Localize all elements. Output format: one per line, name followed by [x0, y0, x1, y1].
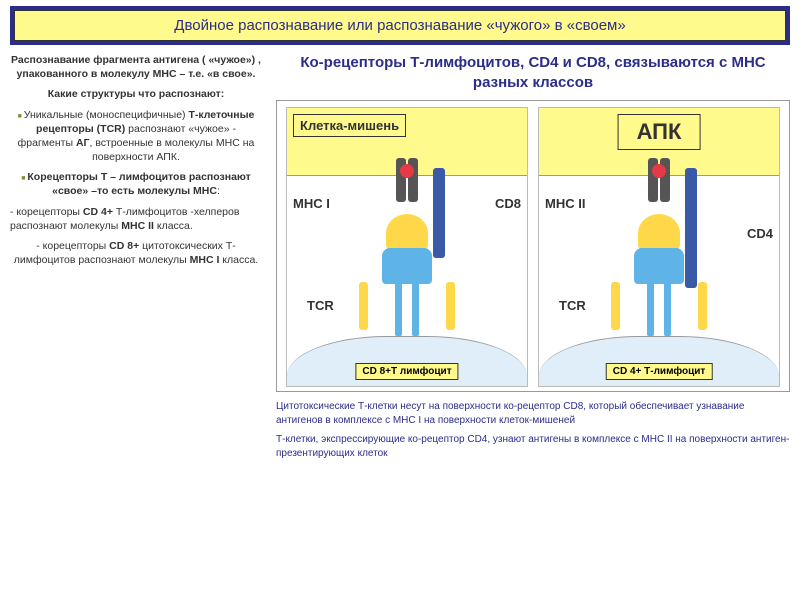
slide-header: Двойное распознавание или распознавание …	[10, 6, 790, 45]
panel-cd4: АПК MHC II CD4 TCR CD 4+ Т-лимфоцит	[538, 107, 780, 387]
tcr-body	[634, 248, 684, 284]
caption-cd8: Цитотоксические Т-клетки несут на поверх…	[276, 400, 790, 427]
right-diagram-column: Ко-рецепторы Т-лимфоцитов, CD4 и CD8, св…	[270, 53, 790, 466]
cd4-lymphocyte-label: CD 4+ Т-лимфоцит	[606, 363, 713, 380]
slide-title: Двойное распознавание или распознавание …	[14, 10, 786, 41]
tcr-yellow	[386, 214, 428, 252]
tcr1-label: TCR	[307, 298, 334, 313]
tcr2-label: TCR	[559, 298, 586, 313]
panel-cd8: Клетка-мишень MHC I CD8 TCR CD 8+T лимфо…	[286, 107, 528, 387]
mhc2-label: MHC II	[545, 196, 585, 211]
left-text-column: Распознавание фрагмента антигена ( «чужо…	[10, 53, 270, 466]
tcr-stems	[647, 280, 671, 336]
antigen-icon	[400, 164, 414, 178]
cd4-bar	[685, 168, 697, 288]
diagram-container: Клетка-мишень MHC I CD8 TCR CD 8+T лимфо…	[276, 100, 790, 392]
para-question: Какие структуры что распознают:	[10, 87, 262, 101]
apc-label: АПК	[618, 114, 701, 150]
cd3-left	[359, 282, 368, 330]
cd3-left	[611, 282, 620, 330]
tcr-body	[382, 248, 432, 284]
main-content: Распознавание фрагмента антигена ( «чужо…	[0, 49, 800, 470]
cd8-label: CD8	[495, 196, 521, 211]
target-cell-label: Клетка-мишень	[293, 114, 406, 137]
diagram-title: Ко-рецепторы Т-лимфоцитов, CD4 и CD8, св…	[276, 53, 790, 92]
para-intro: Распознавание фрагмента антигена ( «чужо…	[10, 53, 262, 81]
antigen-icon	[652, 164, 666, 178]
cd3-right	[698, 282, 707, 330]
para-cd8: - корецепторы CD 8+ цитотоксических Т-ли…	[10, 239, 262, 267]
cd8-bar	[433, 168, 445, 258]
para-cd4: - корецепторы CD 4+ Т-лимфоцитов -хелпер…	[10, 205, 262, 233]
mhc1-label: MHC I	[293, 196, 330, 211]
caption-cd4: Т-клетки, экспрессирующие ко-рецептор CD…	[276, 433, 790, 460]
bullet-tcr: Уникальные (моноспецифичные) Т-клеточные…	[10, 108, 262, 165]
diagram-caption: Цитотоксические Т-клетки несут на поверх…	[276, 400, 790, 460]
cd3-right	[446, 282, 455, 330]
tcr-stems	[395, 280, 419, 336]
cd8-lymphocyte-label: CD 8+T лимфоцит	[355, 363, 458, 380]
bullet-coreceptors: Корецепторы Т – лимфоцитов распознают «с…	[10, 170, 262, 198]
cd4-label: CD4	[747, 226, 773, 241]
tcr-yellow	[638, 214, 680, 252]
